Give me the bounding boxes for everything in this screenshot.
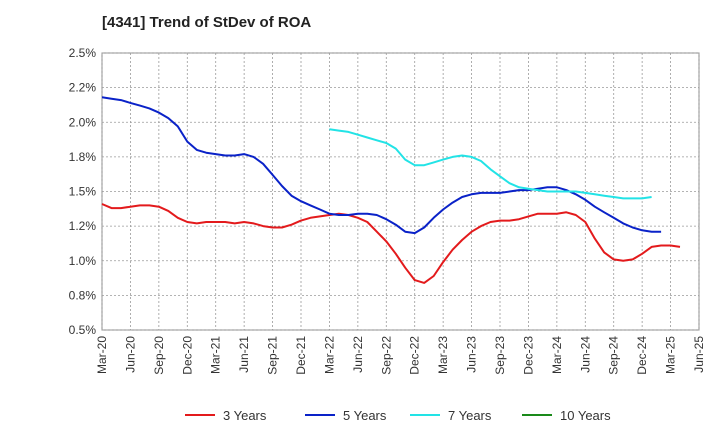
x-tick-label: Mar-24 [550, 336, 564, 374]
y-axis-ticks: 0.5% 0.8% 1.0% 1.2% 1.5% 1.8% 2.0% 2.2% 2.5% [69, 46, 97, 337]
x-tick-label: Sep-20 [152, 336, 166, 375]
legend-label: 3 Years [223, 408, 267, 423]
x-tick-label: Mar-20 [95, 336, 109, 374]
x-tick-label: Jun-20 [123, 336, 137, 373]
x-tick-label: Dec-22 [408, 336, 422, 375]
x-tick-label: Mar-25 [664, 336, 678, 374]
y-tick-label: 1.8% [69, 150, 97, 164]
x-tick-label: Mar-23 [436, 336, 450, 374]
y-tick-label: 2.0% [69, 115, 97, 129]
legend: 3 Years 5 Years 7 Years 10 Years [185, 408, 611, 423]
x-axis-ticks: Mar-20 Jun-20 Sep-20 Dec-20 Mar-21 Jun-21 Sep-… [95, 336, 706, 375]
x-tick-label: Sep-24 [607, 336, 621, 375]
y-tick-label: 2.5% [69, 46, 97, 60]
x-tick-label: Dec-21 [294, 336, 308, 375]
x-tick-label: Dec-20 [180, 336, 194, 375]
x-tick-label: Jun-23 [465, 336, 479, 373]
y-tick-label: 0.5% [69, 323, 97, 337]
series-line-3-years [101, 203, 681, 284]
x-tick-label: Jun-25 [692, 336, 706, 373]
y-tick-label: 1.0% [69, 254, 97, 268]
x-tick-label: Dec-24 [635, 336, 649, 375]
x-tick-label: Mar-21 [209, 336, 223, 374]
legend-label: 10 Years [560, 408, 611, 423]
x-tick-label: Dec-23 [521, 336, 535, 375]
x-tick-label: Sep-23 [493, 336, 507, 375]
chart-title: [4341] Trend of StDev of ROA [102, 14, 312, 31]
x-tick-label: Jun-22 [351, 336, 365, 373]
legend-label: 5 Years [343, 408, 387, 423]
series-lines [101, 96, 681, 284]
y-tick-label: 2.2% [69, 81, 97, 95]
y-tick-label: 1.5% [69, 185, 97, 199]
gridlines [101, 52, 700, 331]
x-tick-label: Mar-22 [322, 336, 336, 374]
y-tick-label: 0.8% [69, 288, 97, 302]
series-line-7-years [329, 128, 652, 200]
legend-label: 7 Years [448, 408, 492, 423]
x-tick-label: Jun-21 [237, 336, 251, 373]
x-tick-label: Jun-24 [578, 336, 592, 373]
x-tick-label: Sep-21 [266, 336, 280, 375]
x-tick-label: Sep-22 [379, 336, 393, 375]
y-tick-label: 1.2% [69, 219, 97, 233]
